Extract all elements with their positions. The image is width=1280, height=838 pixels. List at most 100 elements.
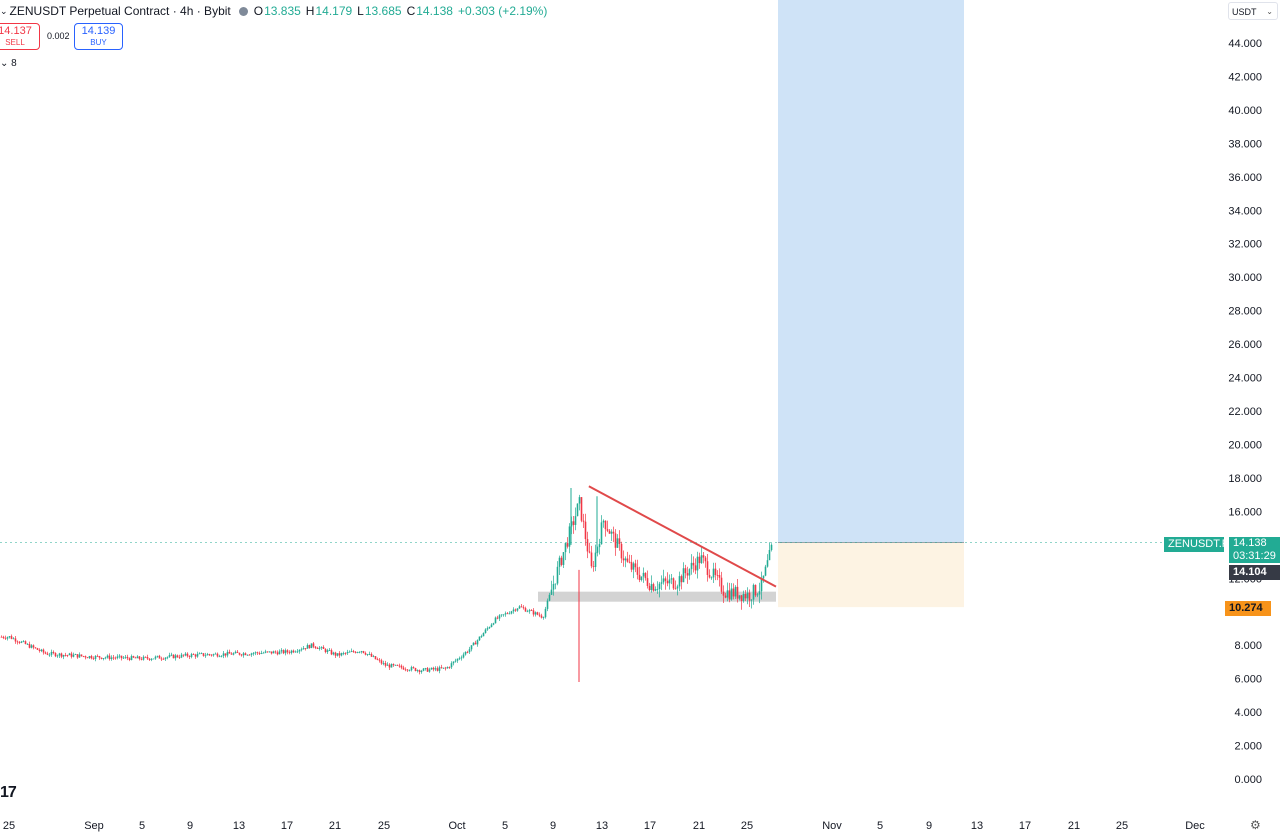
candle-body <box>204 655 207 657</box>
candle-body <box>586 539 589 552</box>
candle-body <box>346 651 349 654</box>
candle-body <box>170 654 173 656</box>
candle-body <box>234 651 237 654</box>
currency-selector[interactable]: USDT ⌄ <box>1228 2 1278 20</box>
target-zone <box>778 0 964 543</box>
candle-body <box>696 556 699 571</box>
candle-body <box>268 651 271 653</box>
candle-body <box>488 627 491 629</box>
candle-body <box>250 653 253 655</box>
candle-body <box>682 568 685 583</box>
x-tick-label: Nov <box>822 820 842 832</box>
x-tick-label: 25 <box>378 820 390 832</box>
y-tick-label: 16.000 <box>1228 506 1262 518</box>
candle-body <box>12 638 15 640</box>
ohlc-low-label: L <box>357 4 364 18</box>
candle-body <box>152 658 155 660</box>
candle-body <box>426 668 429 672</box>
y-tick-label: 0.000 <box>1234 774 1262 786</box>
candle-body <box>222 653 225 656</box>
candle-body <box>144 656 147 658</box>
candle-body <box>616 538 619 548</box>
candle-body <box>494 617 497 624</box>
symbol-title[interactable]: ZENUSDT Perpetual Contract · 4h · Bybit <box>9 4 231 18</box>
candle-body <box>244 653 247 656</box>
y-tick-label: 40.000 <box>1228 105 1262 117</box>
candle-body <box>166 656 169 658</box>
y-tick-label: 4.000 <box>1234 707 1262 719</box>
candle-body <box>38 649 41 651</box>
candle-body <box>284 650 287 654</box>
candle-body <box>466 651 469 653</box>
candle-body <box>608 530 611 534</box>
candle-body <box>548 594 551 601</box>
candle-body <box>512 609 515 612</box>
candle-body <box>618 538 621 544</box>
x-tick-label: 21 <box>329 820 341 832</box>
x-tick-label: 25 <box>1116 820 1128 832</box>
candle-body <box>666 580 669 584</box>
sell-button[interactable]: 14.137 SELL <box>0 23 40 50</box>
candle-body <box>216 653 219 657</box>
candle-body <box>374 656 377 660</box>
candle-body <box>124 656 127 658</box>
candle-body <box>60 653 63 657</box>
candle-body <box>594 552 597 567</box>
candle-body <box>196 653 199 657</box>
candle-body <box>64 655 67 656</box>
candle-body <box>298 649 301 652</box>
indicator-toggle[interactable]: ⌄ 8 <box>0 58 17 69</box>
candle-body <box>478 636 481 641</box>
candle-body <box>640 576 643 581</box>
price-change: +0.303 (+2.19%) <box>457 4 548 18</box>
candle-body <box>300 649 303 651</box>
candle-body <box>434 668 437 670</box>
candle-body <box>388 664 391 668</box>
candle-body <box>194 654 197 657</box>
candle-body <box>42 649 45 653</box>
candle-body <box>230 653 233 655</box>
candle-body <box>30 645 33 648</box>
candle-body <box>502 614 505 616</box>
candle-body <box>414 668 417 671</box>
candle-body <box>600 522 603 545</box>
candle-body <box>504 613 507 615</box>
candle-body <box>718 575 721 578</box>
candle-body <box>160 658 163 660</box>
candle-body <box>522 607 525 609</box>
candle-body <box>66 655 69 656</box>
candle-body <box>538 614 541 616</box>
candle-body <box>726 590 729 598</box>
candle-body <box>394 664 397 666</box>
y-tick-label: 36.000 <box>1228 172 1262 184</box>
candle-body <box>116 656 119 658</box>
candle-body <box>120 655 123 659</box>
chevron-down-icon: ⌄ <box>1266 7 1273 16</box>
gear-icon[interactable]: ⚙ <box>1250 818 1261 832</box>
support-zone <box>538 591 776 602</box>
candle-body <box>752 584 755 600</box>
candle-body <box>672 578 675 589</box>
candle-body <box>558 557 561 567</box>
candle-body <box>456 658 459 661</box>
candle-body <box>498 615 501 619</box>
candle-body <box>754 584 757 596</box>
candle-body <box>276 652 279 655</box>
candle-body <box>688 569 691 576</box>
candle-body <box>354 651 357 653</box>
candle-body <box>272 651 275 654</box>
candle-body <box>402 667 405 670</box>
candle-body <box>510 611 513 614</box>
chevron-down-icon[interactable]: ⌄ <box>0 5 8 16</box>
candle-body <box>468 649 471 653</box>
candle-body <box>70 653 73 657</box>
stop-zone <box>778 542 964 608</box>
candle-body <box>262 652 265 654</box>
x-tick-label: 25 <box>741 820 753 832</box>
candle-body <box>614 533 617 548</box>
candle-body <box>476 640 479 645</box>
buy-button[interactable]: 14.139 BUY <box>74 23 123 50</box>
candle-body <box>154 656 157 659</box>
candle-body <box>242 653 245 656</box>
